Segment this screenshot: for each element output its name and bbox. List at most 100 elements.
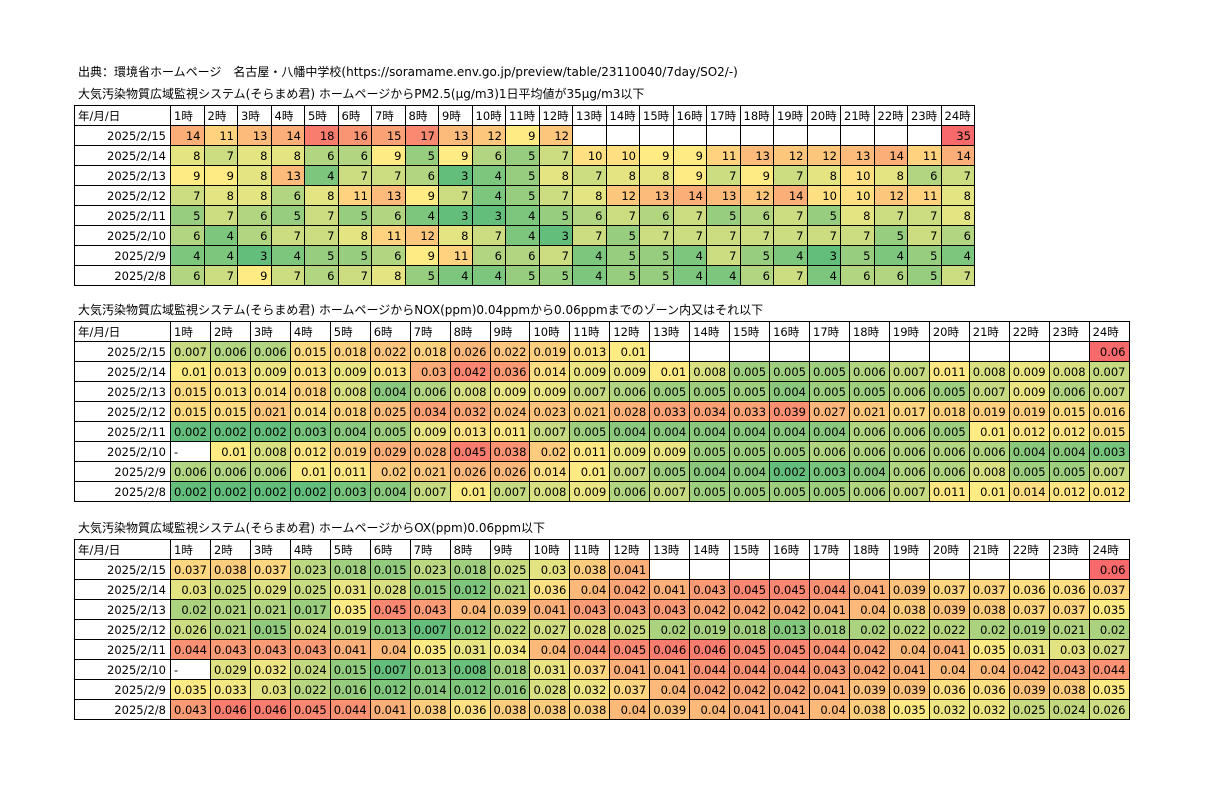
value-cell: 0.003 xyxy=(329,481,371,502)
value-cell: 9 xyxy=(170,165,205,186)
value-cell: 0.005 xyxy=(809,481,850,502)
value-cell: 0.014 xyxy=(289,401,331,422)
value-cell: 4 xyxy=(505,225,540,246)
value-cell: 10 xyxy=(840,185,875,206)
hour-header: 18時 xyxy=(848,539,890,560)
value-cell: 0.002 xyxy=(249,481,291,502)
value-cell: 0.027 xyxy=(1088,639,1130,660)
value-cell: 0.006 xyxy=(888,381,930,402)
value-cell: 0.023 xyxy=(409,559,451,580)
value-cell: 0.025 xyxy=(209,579,251,600)
value-cell xyxy=(572,125,607,146)
value-cell: 0.01 xyxy=(968,481,1010,502)
value-cell: 0.046 xyxy=(649,639,691,660)
value-cell: 0.006 xyxy=(609,481,651,502)
value-cell: 0.019 xyxy=(529,341,571,362)
value-cell: 0.009 xyxy=(249,361,291,382)
value-cell: 5 xyxy=(639,245,674,266)
table-title-pm25: 大気汚染物質広域監視システム(そらまめ君) ホームページからPM2.5(μg/m… xyxy=(78,87,645,101)
value-cell: 7 xyxy=(706,165,741,186)
value-cell: 0.014 xyxy=(249,381,291,402)
value-cell: 0.039 xyxy=(888,679,930,700)
value-cell xyxy=(840,125,875,146)
row-date: 2025/2/12 xyxy=(74,401,171,422)
value-cell: 5 xyxy=(538,205,573,226)
value-cell: 0.011 xyxy=(329,461,371,482)
value-cell: 0.043 xyxy=(609,599,651,620)
value-cell: 0.036 xyxy=(968,679,1010,700)
hour-header: 2時 xyxy=(209,321,251,342)
value-cell: 7 xyxy=(538,185,573,206)
value-cell: 0.026 xyxy=(170,619,211,640)
value-cell: 0.046 xyxy=(209,699,251,720)
value-cell: 0.004 xyxy=(689,421,731,442)
value-cell: 3 xyxy=(806,245,841,266)
value-cell: 0.009 xyxy=(1008,361,1050,382)
value-cell: 5 xyxy=(605,225,640,246)
value-cell: 0.008 xyxy=(968,361,1010,382)
table-row: 2025/2/15 0.007 0.006 0.006 0.015 0.018 0.022 0… xyxy=(74,341,1130,362)
value-cell: 6 xyxy=(471,145,506,166)
value-cell: 0.005 xyxy=(729,481,771,502)
value-cell: 14 xyxy=(672,185,707,206)
value-cell: 9 xyxy=(672,165,707,186)
value-cell: 0.022 xyxy=(928,619,970,640)
value-cell: 0.015 xyxy=(170,401,211,422)
row-date: 2025/2/8 xyxy=(74,265,171,286)
row-date: 2025/2/14 xyxy=(74,145,171,166)
value-cell: 3 xyxy=(438,165,473,186)
value-cell: 0.005 xyxy=(689,441,731,462)
value-cell: 9 xyxy=(371,145,406,166)
value-cell: 0.002 xyxy=(170,481,211,502)
value-cell: 4 xyxy=(471,165,506,186)
value-cell: 0.036 xyxy=(489,361,531,382)
value-cell: 0.018 xyxy=(409,341,451,362)
value-cell: 0.033 xyxy=(649,401,691,422)
value-cell: 0.012 xyxy=(449,679,491,700)
value-cell: 0.018 xyxy=(489,659,531,680)
value-cell: 0.005 xyxy=(569,421,611,442)
value-cell: 6 xyxy=(940,225,975,246)
hour-header: 20時 xyxy=(928,539,970,560)
value-cell xyxy=(873,125,908,146)
value-cell: 6 xyxy=(639,205,674,226)
value-cell: 5 xyxy=(337,245,372,266)
value-cell: 0.01 xyxy=(209,441,251,462)
value-cell: 8 xyxy=(203,185,238,206)
value-cell: 0.023 xyxy=(529,401,571,422)
value-cell: 4 xyxy=(404,205,439,226)
value-cell: 5 xyxy=(605,265,640,286)
value-cell: 0.035 xyxy=(1088,599,1130,620)
row-date: 2025/2/11 xyxy=(74,205,171,226)
value-cell: 0.04 xyxy=(449,599,491,620)
table-row: 2025/2/8 6 7 9 7 6 7 8 5 4 4 5 5 4 5 5 4 4 6 7 4 6 6 5 7 xyxy=(74,265,975,286)
value-cell: 0.004 xyxy=(369,381,411,402)
value-cell xyxy=(689,559,731,580)
value-cell: 0.012 xyxy=(1008,421,1050,442)
hour-header: 11時 xyxy=(569,539,611,560)
value-cell: 11 xyxy=(371,225,406,246)
value-cell: 5 xyxy=(907,265,942,286)
value-cell: 0.006 xyxy=(848,441,890,462)
value-cell: 0.004 xyxy=(729,421,771,442)
table-row: 2025/2/8 0.043 0.046 0.046 0.045 0.044 0.041 0.… xyxy=(74,699,1130,720)
value-cell: 0.019 xyxy=(689,619,731,640)
value-cell: 4 xyxy=(170,245,205,266)
value-cell: 11 xyxy=(907,185,942,206)
hour-header: 20時 xyxy=(928,321,970,342)
value-cell: 0.041 xyxy=(769,699,810,720)
value-cell: 0.006 xyxy=(249,461,291,482)
value-cell: 0.03 xyxy=(1048,639,1090,660)
value-cell: 0.008 xyxy=(249,441,291,462)
value-cell: 0.026 xyxy=(1088,699,1130,720)
value-cell: 0.037 xyxy=(249,559,291,580)
value-cell: 0.025 xyxy=(289,579,331,600)
value-cell: 0.009 xyxy=(489,381,531,402)
hour-header: 21時 xyxy=(840,105,875,126)
value-cell: 7 xyxy=(270,225,305,246)
hour-header: 14時 xyxy=(689,321,731,342)
value-cell: 8 xyxy=(237,165,272,186)
value-cell: 0.01 xyxy=(170,361,211,382)
value-cell: 7 xyxy=(538,145,573,166)
value-cell: 0.042 xyxy=(729,679,771,700)
